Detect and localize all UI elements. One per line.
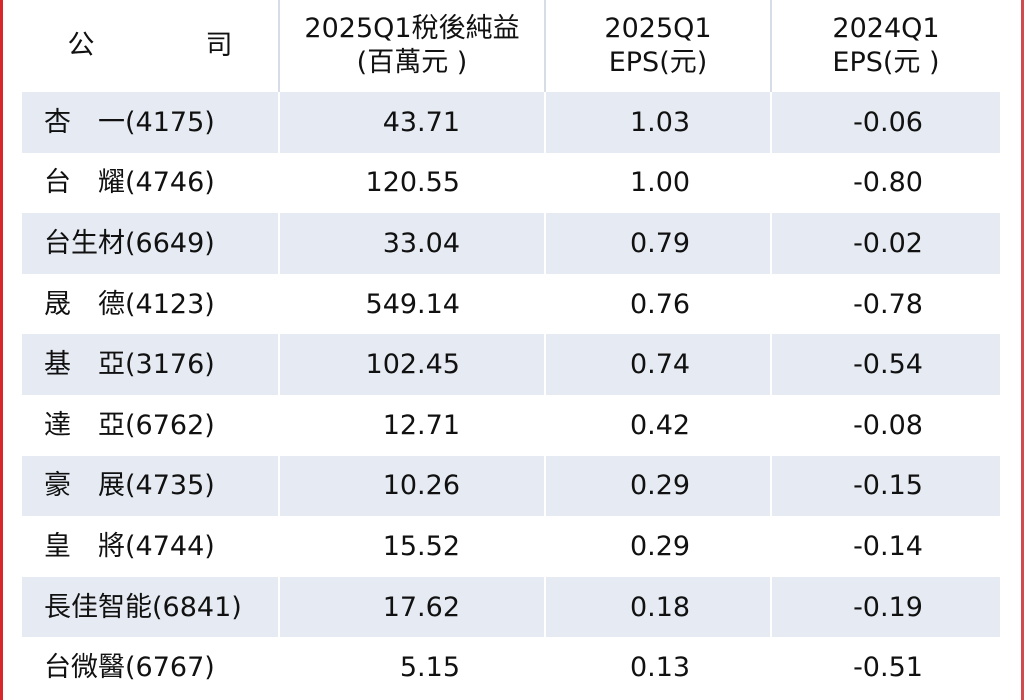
eps-2025q1-cell: 0.74 [546,334,772,395]
eps-2024q1-cell: -0.06 [853,106,923,138]
header-eps-2024q1: 2024Q1 EPS(元 ) [772,0,1000,92]
profit-cell: 102.45 [280,334,546,395]
header-eps-2024q1-line2: EPS(元 ) [832,47,940,78]
eps-2025q1-cell: 0.13 [546,637,772,698]
header-profit-line2: (百萬元 ) [356,47,468,78]
table-row: 達 亞(6762) 12.71 0.42 -0.08 [22,394,1000,456]
eps-2024q1-cell: -0.02 [853,227,923,259]
eps-2024q1-cell: -0.15 [853,470,923,502]
eps-2024q1-cell: -0.80 [853,167,923,199]
profit-cell: 17.62 [280,576,546,638]
table-row: 豪 展(4735) 10.26 0.29 -0.15 [22,455,1000,517]
left-border [0,0,3,700]
profit-cell: 15.52 [280,516,546,577]
company-cell: 基 亞(3176) [22,334,280,395]
profit-cell: 5.15 [280,637,546,698]
table-row: 基 亞(3176) 102.45 0.74 -0.54 [22,334,1000,395]
header-eps-2025q1-line2: EPS(元) [608,47,708,78]
table-header: 公 司 2025Q1稅後純益 (百萬元 ) 2025Q1 EPS(元) 2024… [22,0,1000,92]
eps-2025q1-cell: 0.29 [546,455,772,517]
eps-2025q1-cell: 0.76 [546,273,772,335]
eps-2025q1-cell: 1.03 [546,92,772,153]
table-row: 長佳智能(6841) 17.62 0.18 -0.19 [22,576,1000,638]
header-profit-line1: 2025Q1稅後純益 [304,13,520,45]
eps-2024q1-cell: -0.51 [853,652,923,684]
company-cell: 達 亞(6762) [22,394,280,456]
profit-cell: 120.55 [280,152,546,214]
company-cell: 晟 德(4123) [22,273,280,335]
eps-2025q1-cell: 0.42 [546,394,772,456]
right-border [1021,0,1024,700]
table-row: 晟 德(4123) 549.14 0.76 -0.78 [22,273,1000,335]
eps-2024q1-cell: -0.14 [853,530,923,562]
eps-2025q1-cell: 0.29 [546,516,772,577]
table-row: 台微醫(6767) 5.15 0.13 -0.51 [22,637,1000,698]
eps-2024q1-cell: -0.78 [853,288,923,320]
table-row: 台生材(6649) 33.04 0.79 -0.02 [22,213,1000,274]
company-cell: 台微醫(6767) [22,637,280,698]
eps-2024q1-cell: -0.19 [853,591,923,623]
header-profit: 2025Q1稅後純益 (百萬元 ) [280,0,546,92]
company-cell: 豪 展(4735) [22,455,280,517]
profit-cell: 549.14 [280,273,546,335]
profit-cell: 10.26 [280,455,546,517]
profit-cell: 12.71 [280,394,546,456]
company-cell: 皇 將(4744) [22,516,280,577]
company-cell: 杏 一(4175) [22,92,280,153]
eps-table: 公 司 2025Q1稅後純益 (百萬元 ) 2025Q1 EPS(元) 2024… [22,0,1000,700]
eps-2025q1-cell: 0.18 [546,576,772,638]
company-cell: 長佳智能(6841) [22,576,280,638]
eps-2025q1-cell: 0.79 [546,213,772,274]
table-row: 杏 一(4175) 43.71 1.03 -0.06 [22,92,1000,153]
header-company: 公 司 [22,0,280,92]
header-eps-2025q1: 2025Q1 EPS(元) [546,0,772,92]
profit-cell: 43.71 [280,92,546,153]
header-company-label: 公 司 [67,30,275,62]
eps-2025q1-cell: 1.00 [546,152,772,214]
eps-2024q1-cell: -0.54 [853,349,923,381]
company-cell: 台 耀(4746) [22,152,280,214]
table-row: 台 耀(4746) 120.55 1.00 -0.80 [22,152,1000,214]
eps-2024q1-cell: -0.08 [853,409,923,441]
header-eps-2024q1-line1: 2024Q1 [832,13,940,45]
header-eps-2025q1-line1: 2025Q1 [604,13,712,45]
company-cell: 台生材(6649) [22,213,280,274]
table-row: 皇 將(4744) 15.52 0.29 -0.14 [22,516,1000,577]
profit-cell: 33.04 [280,213,546,274]
